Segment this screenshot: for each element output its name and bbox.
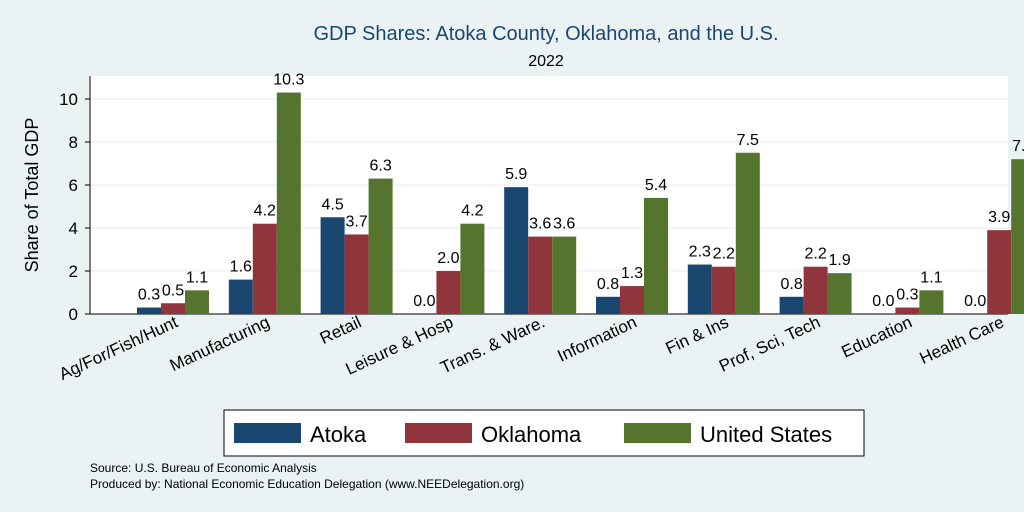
- chart-subtitle: 2022: [528, 53, 564, 70]
- bar-united-states: [735, 152, 760, 314]
- bar-oklahoma: [161, 303, 185, 314]
- source-note: Source: U.S. Bureau of Economic Analysis: [90, 461, 317, 475]
- bar-united-states: [460, 223, 485, 314]
- data-label: 10.3: [273, 72, 304, 89]
- bar-oklahoma: [803, 266, 828, 314]
- y-tick-label: 10: [59, 90, 78, 109]
- y-tick-label: 0: [69, 305, 78, 324]
- chart-title: GDP Shares: Atoka County, Oklahoma, and …: [313, 23, 778, 45]
- bar-atoka: [320, 217, 345, 314]
- bar-atoka: [504, 187, 529, 314]
- bar-united-states: [368, 178, 393, 314]
- bar-oklahoma: [620, 286, 644, 314]
- bar-oklahoma: [987, 230, 1012, 314]
- bar-united-states: [185, 290, 209, 314]
- bars: [137, 92, 1024, 314]
- y-tick-label: 6: [69, 176, 78, 195]
- data-label: 0.0: [964, 293, 986, 310]
- data-label: 5.4: [645, 177, 667, 194]
- data-label: 2.0: [437, 250, 459, 267]
- gridlines: [90, 98, 1008, 272]
- data-label: 2.2: [804, 246, 826, 263]
- data-label: 0.0: [872, 293, 894, 310]
- data-label: 0.0: [413, 293, 435, 310]
- legend: Atoka Oklahoma United States: [223, 409, 865, 457]
- bar-oklahoma: [711, 266, 736, 314]
- bar-atoka: [596, 296, 620, 314]
- bar-united-states: [552, 236, 577, 314]
- bar-atoka: [779, 296, 804, 314]
- y-ticks: 0 2 4 6 8 10: [59, 90, 90, 324]
- bar-united-states: [276, 92, 301, 314]
- bar-united-states: [919, 290, 944, 314]
- data-label: 5.9: [505, 166, 527, 183]
- bar-oklahoma: [528, 236, 553, 314]
- produced-by-note: Produced by: National Economic Education…: [90, 477, 524, 491]
- data-label: 4.2: [254, 203, 276, 220]
- bar-united-states: [644, 197, 668, 314]
- data-label: 7.5: [737, 132, 759, 149]
- data-label: 3.6: [553, 216, 575, 233]
- bar-atoka: [137, 307, 161, 314]
- data-label: 6.3: [369, 158, 391, 175]
- category-label: Manufacturing: [167, 312, 273, 375]
- data-label: 3.7: [345, 213, 367, 230]
- legend-swatch-oklahoma: [405, 423, 472, 443]
- data-label: 3.9: [988, 209, 1010, 226]
- data-label: 1.1: [920, 269, 942, 286]
- category-label: Prof, Sci, Tech: [716, 312, 823, 375]
- category-label: Trans. & Ware.: [437, 312, 547, 377]
- category-label: Fin & Ins: [663, 312, 732, 358]
- y-tick-label: 4: [69, 219, 78, 238]
- bar-oklahoma: [344, 234, 369, 314]
- legend-label: Oklahoma: [481, 422, 582, 447]
- data-label: 3.6: [529, 216, 551, 233]
- y-axis-label: Share of Total GDP: [22, 118, 42, 273]
- y-tick-label: 8: [69, 133, 78, 152]
- data-label: 1.3: [621, 265, 643, 282]
- bar-oklahoma: [895, 307, 920, 314]
- legend-swatch-atoka: [234, 423, 301, 443]
- data-label: 4.2: [461, 203, 483, 220]
- data-label: 0.5: [162, 282, 184, 299]
- category-label: Information: [555, 312, 640, 365]
- bar-atoka: [228, 279, 253, 314]
- data-label: 0.3: [138, 287, 160, 304]
- data-label: 2.2: [713, 246, 735, 263]
- category-label: Health Care: [917, 312, 1007, 368]
- legend-label: Atoka: [310, 422, 367, 447]
- data-label: 2.3: [689, 244, 711, 261]
- category-label: Retail: [317, 312, 364, 348]
- bar-united-states: [827, 273, 852, 314]
- bar-atoka: [687, 264, 712, 314]
- y-tick-label: 2: [69, 262, 78, 281]
- legend-label: United States: [700, 422, 832, 447]
- data-label: 1.1: [186, 269, 208, 286]
- bar-united-states: [1011, 159, 1024, 314]
- category-label: Education: [839, 312, 916, 361]
- value-labels: 0.3 1.6 4.5 0.0 5.9 0.8 2.3 0.8 0.0 0.0 0.5 4.2 3.7 2…: [138, 72, 1024, 310]
- data-label: 0.8: [597, 276, 619, 293]
- data-label: 7.2: [1012, 138, 1024, 155]
- bar-oklahoma: [436, 271, 461, 314]
- data-label: 1.6: [230, 259, 252, 276]
- data-label: 0.3: [896, 287, 918, 304]
- data-label: 0.8: [780, 276, 802, 293]
- legend-box: [223, 409, 865, 457]
- bar-oklahoma: [252, 223, 277, 314]
- data-label: 4.5: [321, 196, 343, 213]
- legend-swatch-united-states: [624, 423, 691, 443]
- data-label: 1.9: [828, 252, 850, 269]
